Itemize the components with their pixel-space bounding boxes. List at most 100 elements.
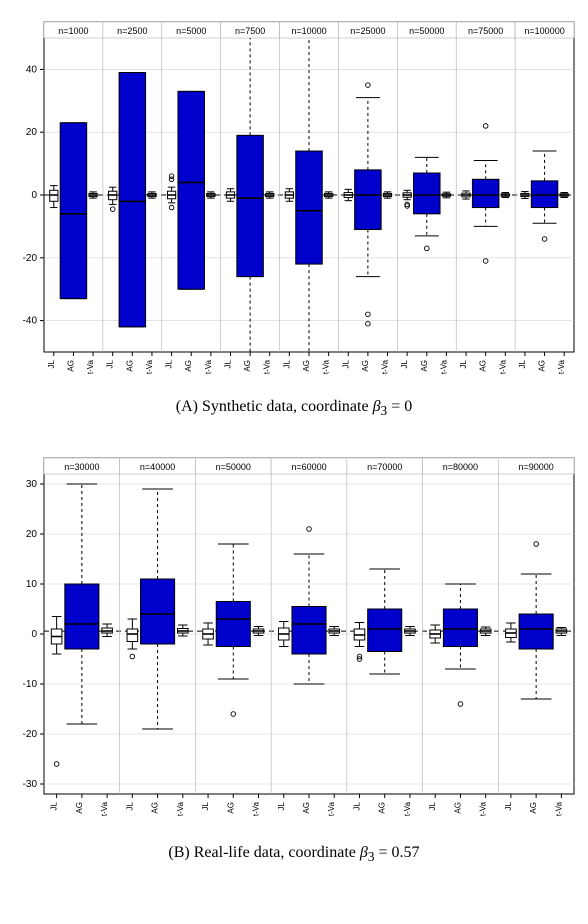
- x-tick-label: AG: [75, 802, 84, 814]
- boxplot-box: [119, 73, 146, 327]
- boxplot-box: [443, 609, 477, 647]
- chart-a-svg: -40 -20 0 20 40 n=1000 JL AG t-Va n=2500 JL AG t-Va n…: [0, 0, 588, 392]
- x-tick-label: t-Va: [381, 359, 390, 374]
- boxplot-box: [127, 629, 138, 642]
- x-tick-label: AG: [453, 802, 462, 814]
- x-tick-label: t-Va: [145, 359, 154, 374]
- x-tick-label: JL: [223, 359, 232, 368]
- x-tick-label: AG: [479, 360, 488, 372]
- caption-b-prefix: B: [174, 844, 185, 861]
- caption-b-beta: β: [360, 844, 368, 861]
- x-tick-label: t-Va: [403, 801, 412, 816]
- boxplot-box: [141, 579, 175, 644]
- facet-strip-label: n=40000: [140, 462, 175, 472]
- page-root: { "colors": { "background": "#ffffff", "…: [0, 0, 588, 924]
- y-tick-label: -30: [23, 779, 38, 790]
- y-tick-label: -20: [23, 729, 38, 740]
- y-tick-label: 40: [26, 64, 38, 75]
- facet-strip-label: n=10000: [291, 26, 326, 36]
- facet-strip-label: n=50000: [409, 26, 444, 36]
- x-tick-label: AG: [302, 360, 311, 372]
- x-tick-label: AG: [184, 360, 193, 372]
- x-tick-label: t-Va: [479, 801, 488, 816]
- facet-strip-label: n=5000: [176, 26, 206, 36]
- caption-a-tail: = 0: [391, 398, 412, 415]
- facet-strip-label: n=70000: [367, 462, 402, 472]
- facet-strip-label: n=60000: [291, 462, 326, 472]
- boxplot-box: [414, 173, 441, 214]
- x-tick-label: AG: [420, 360, 429, 372]
- x-tick-label: JL: [352, 801, 361, 810]
- x-tick-label: JL: [125, 801, 134, 810]
- x-tick-label: t-Va: [263, 359, 272, 374]
- facet-strip-label: n=75000: [468, 26, 503, 36]
- x-tick-label: JL: [341, 359, 350, 368]
- caption-b-tail: = 0.57: [379, 844, 420, 861]
- boxplot-box: [519, 614, 553, 649]
- boxplot-box: [237, 135, 264, 276]
- y-tick-label: 20: [26, 529, 38, 540]
- x-tick-label: AG: [361, 360, 370, 372]
- x-tick-label: AG: [226, 802, 235, 814]
- y-tick-label: 30: [26, 479, 38, 490]
- x-tick-label: AG: [243, 360, 252, 372]
- x-tick-label: JL: [50, 801, 59, 810]
- boxplot-box: [216, 602, 250, 647]
- panel-b: -30 -20 -10 0 10 20 30 n=30000 JL AG t-Va n=40000 JL…: [0, 436, 588, 838]
- y-tick-label: -10: [23, 679, 38, 690]
- x-tick-label: AG: [66, 360, 75, 372]
- x-tick-label: JL: [282, 359, 291, 368]
- y-tick-label: -20: [23, 253, 38, 264]
- panel-a: -40 -20 0 20 40 n=1000 JL AG t-Va n=2500 JL AG t-Va n…: [0, 0, 588, 392]
- y-tick-label: -40: [23, 316, 38, 327]
- facet-strip-label: n=1000: [58, 26, 88, 36]
- boxplot-box: [292, 607, 326, 655]
- x-tick-label: JL: [428, 801, 437, 810]
- x-tick-label: t-Va: [252, 801, 261, 816]
- facet-strip-label: n=50000: [216, 462, 251, 472]
- x-tick-label: JL: [106, 359, 115, 368]
- facet-strip-label: n=30000: [64, 462, 99, 472]
- boxplot-box: [472, 179, 499, 207]
- caption-b: (B) Real-life data, coordinate β3 = 0.57: [0, 844, 588, 865]
- y-tick-label: 10: [26, 579, 38, 590]
- x-tick-label: t-Va: [100, 801, 109, 816]
- chart-b-svg: -30 -20 -10 0 10 20 30 n=30000 JL AG t-Va n=40000 JL…: [0, 436, 588, 838]
- x-tick-label: JL: [504, 801, 513, 810]
- boxplot-box: [368, 609, 402, 652]
- x-tick-label: t-Va: [439, 359, 448, 374]
- y-tick-label: 0: [31, 190, 37, 201]
- x-tick-label: JL: [400, 359, 409, 368]
- caption-b-text: Real-life data, coordinate: [194, 844, 360, 861]
- boxplot-box: [60, 123, 87, 299]
- x-tick-label: AG: [538, 360, 547, 372]
- x-tick-label: JL: [47, 359, 56, 368]
- boxplot-box: [178, 91, 205, 289]
- facet-strip-label: n=2500: [117, 26, 147, 36]
- boxplot-box: [296, 151, 323, 264]
- x-tick-label: t-Va: [327, 801, 336, 816]
- x-tick-label: t-Va: [557, 359, 566, 374]
- x-tick-label: AG: [151, 802, 160, 814]
- x-tick-label: JL: [459, 359, 468, 368]
- boxplot-box: [65, 584, 99, 649]
- y-tick-label: 0: [31, 629, 37, 640]
- x-tick-label: t-Va: [86, 359, 95, 374]
- facet-strip-label: n=7500: [235, 26, 265, 36]
- y-tick-label: 20: [26, 127, 38, 138]
- caption-b-sub: 3: [368, 849, 375, 864]
- x-tick-label: t-Va: [204, 359, 213, 374]
- facet-strip-label: n=25000: [350, 26, 385, 36]
- x-tick-label: t-Va: [498, 359, 507, 374]
- caption-a-text: Synthetic data, coordinate: [202, 398, 373, 415]
- x-tick-label: t-Va: [554, 801, 563, 816]
- x-tick-label: AG: [378, 802, 387, 814]
- x-tick-label: AG: [529, 802, 538, 814]
- x-tick-label: t-Va: [176, 801, 185, 816]
- caption-a-sub: 3: [381, 403, 388, 418]
- x-tick-label: JL: [165, 359, 174, 368]
- caption-a: (A) Synthetic data, coordinate β3 = 0: [0, 398, 588, 419]
- caption-a-beta: β: [373, 398, 381, 415]
- caption-a-prefix: A: [181, 398, 193, 415]
- boxplot-box: [355, 170, 382, 230]
